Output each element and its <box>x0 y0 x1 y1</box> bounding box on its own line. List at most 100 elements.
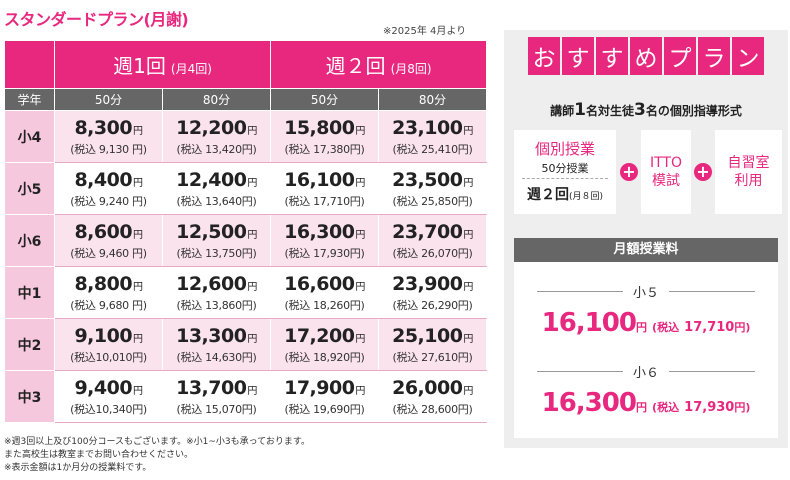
fee-yen: 円 <box>635 321 647 334</box>
table-corner <box>4 40 55 89</box>
price-tax: (税込 26,070円) <box>392 246 473 260</box>
recommend-subtitle: 講師1名対生徒3名の個別指導形式 <box>504 100 788 120</box>
price-amount: 13,300 <box>176 324 247 347</box>
price-tax: (税込 13,860円) <box>176 298 257 312</box>
fee-grade-label: 小６ <box>514 362 778 381</box>
price-cell: 15,800円 (税込 17,380円) <box>270 110 380 163</box>
price-cell: 23,100円 (税込 25,410円) <box>378 110 488 163</box>
recommend-header-char: プ <box>664 37 696 75</box>
recommend-header-char: ン <box>732 37 764 75</box>
price-yen: 円 <box>133 385 143 397</box>
self-study-room-box: 自習室 利用 <box>715 130 782 214</box>
itto-mock-exam-box: ITTO 模試 <box>641 130 691 214</box>
price-tax: (税込10,340円) <box>70 402 147 416</box>
price-cell: 12,500円 (税込 13,750円) <box>161 214 272 267</box>
price-yen: 円 <box>463 333 473 345</box>
price-amount: 9,400 <box>74 376 133 399</box>
price-amount: 23,500 <box>392 168 463 191</box>
price-main: 15,800円 <box>271 117 378 143</box>
price-tax: (税込 9,240 円) <box>70 194 147 208</box>
divider-line <box>536 291 623 292</box>
fee-header: 月額授業料 <box>514 238 778 262</box>
group-label: 週２回 <box>325 54 386 78</box>
recommend-header-char: お <box>528 37 560 75</box>
price-amount: 23,700 <box>392 220 463 243</box>
recommend-header-char: ラ <box>698 37 730 75</box>
table-row: 中1 8,800円 (税込 9,680 円) 12,600円 (税込 13,860円) 1… <box>4 266 488 319</box>
individual-sub: 50分授業 <box>541 162 589 175</box>
price-cell: 23,900円 (税込 26,290円) <box>378 266 488 319</box>
price-yen: 円 <box>247 229 257 241</box>
price-amount: 8,600 <box>74 220 133 243</box>
monthly-fee-box: 月額授業料 小５ 16,100円 (税込 17,710円) 小６ 16,300円… <box>514 238 778 438</box>
price-tax: (税込 25,410円) <box>392 142 473 156</box>
individual-lesson-box: 個別授業 50分授業 週２回(月８回) <box>514 130 616 214</box>
price-main: 16,100円 <box>271 169 378 195</box>
price-yen: 円 <box>355 281 365 293</box>
price-tax: (税込 18,920円) <box>284 350 365 364</box>
price-tax: (税込 14,630円) <box>176 350 257 364</box>
price-yen: 円 <box>247 281 257 293</box>
note-line: ※週3回以上及び100分コースもございます。※小1~小3も承っております。 <box>4 437 311 447</box>
fee-tax-amount: 17,710 <box>684 320 735 335</box>
fee-tax-label: (税込 <box>652 321 680 334</box>
price-tax: (税込 9,460 円) <box>70 246 147 260</box>
price-tax: (税込 17,710円) <box>284 194 365 208</box>
price-table: 週1回 (月4回) 週２回 (月8回) 学年 50分 80分 50分 80分 小… <box>4 40 488 423</box>
price-main: 9,100円 <box>55 325 162 351</box>
price-cell: 26,000円 (税込 28,600円) <box>378 370 488 423</box>
price-amount: 12,500 <box>176 220 247 243</box>
price-yen: 円 <box>133 177 143 189</box>
price-tax: (税込 9,130 円) <box>70 142 147 156</box>
price-cell: 16,600円 (税込 18,260円) <box>270 266 380 319</box>
price-yen: 円 <box>463 229 473 241</box>
fee-price: 16,300円 (税込 17,930円) <box>514 388 778 418</box>
price-amount: 8,400 <box>74 168 133 191</box>
fee-amount: 16,300 <box>541 388 637 418</box>
price-yen: 円 <box>463 281 473 293</box>
price-yen: 円 <box>247 125 257 137</box>
grade-cell: 中1 <box>4 266 55 319</box>
price-main: 12,600円 <box>163 273 270 299</box>
price-yen: 円 <box>247 385 257 397</box>
price-tax: (税込 17,380円) <box>284 142 365 156</box>
price-main: 23,100円 <box>379 117 486 143</box>
plus-icon: + <box>620 163 638 181</box>
fee-tax-close: 円) <box>734 401 751 414</box>
price-cell: 17,900円 (税込 19,690円) <box>270 370 380 423</box>
price-main: 8,300円 <box>55 117 162 143</box>
group-sub: (月8回) <box>390 62 432 76</box>
price-cell: 12,200円 (税込 13,420円) <box>161 110 272 163</box>
recommend-header: おすすめプラン <box>504 30 788 82</box>
price-main: 25,100円 <box>379 325 486 351</box>
price-cell: 25,100円 (税込 27,610円) <box>378 318 488 371</box>
table-row: 小6 8,600円 (税込 9,460 円) 12,500円 (税込 13,750円) 1… <box>4 214 488 267</box>
price-amount: 12,200 <box>176 116 247 139</box>
price-cell: 16,100円 (税込 17,710円) <box>270 162 380 215</box>
price-main: 26,000円 <box>379 377 486 403</box>
price-amount: 26,000 <box>392 376 463 399</box>
price-main: 8,400円 <box>55 169 162 195</box>
price-amount: 9,100 <box>74 324 133 347</box>
price-amount: 17,900 <box>284 376 355 399</box>
frequency-main: 週２回 <box>526 187 569 203</box>
subtitle-pre: 講師 <box>550 104 575 118</box>
price-tax: (税込10,010円) <box>70 350 147 364</box>
price-amount: 12,600 <box>176 272 247 295</box>
price-tax: (税込 28,600円) <box>392 402 473 416</box>
price-amount: 16,100 <box>284 168 355 191</box>
price-amount: 12,400 <box>176 168 247 191</box>
price-cell: 23,700円 (税込 26,070円) <box>378 214 488 267</box>
price-cell: 9,100円 (税込10,010円) <box>54 318 163 371</box>
note-line: ※表示金額は1か月分の授業料です。 <box>4 463 152 473</box>
group-label: 週1回 <box>113 54 166 78</box>
price-yen: 円 <box>133 125 143 137</box>
price-yen: 円 <box>247 333 257 345</box>
price-cell: 8,600円 (税込 9,460 円) <box>54 214 163 267</box>
recommend-header-char: す <box>596 37 628 75</box>
price-main: 17,200円 <box>271 325 378 351</box>
price-amount: 23,100 <box>392 116 463 139</box>
price-tax: (税込 25,850円) <box>392 194 473 208</box>
price-amount: 16,600 <box>284 272 355 295</box>
grade-cell: 中3 <box>4 370 55 423</box>
